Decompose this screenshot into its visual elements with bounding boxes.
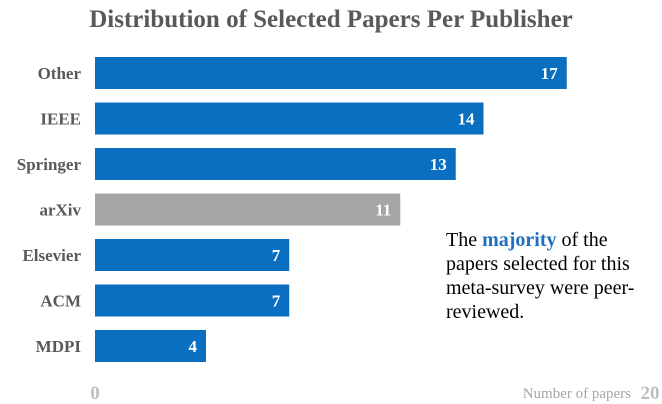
category-label-springer: Springer [17, 155, 82, 174]
bar-springer [95, 148, 456, 180]
annotation-highlight: majority [482, 229, 557, 251]
annotation-text-end: of the papers selected for this meta-sur… [446, 229, 635, 323]
value-label-ieee: 14 [458, 110, 476, 129]
chart-title: Distribution of Selected Papers Per Publ… [89, 6, 573, 33]
category-label-other: Other [38, 64, 82, 83]
category-label-elsevier: Elsevier [22, 246, 81, 265]
category-label-mdpi: MDPI [36, 337, 82, 356]
category-label-ieee: IEEE [40, 110, 81, 129]
bars-layer [95, 57, 567, 362]
annotation-text-start: The [446, 229, 483, 251]
bar-mdpi [95, 330, 206, 362]
value-label-acm: 7 [272, 292, 281, 311]
x-axis-title: Number of papers [523, 386, 631, 402]
x-axis: 0 20 Number of papers [90, 383, 659, 404]
bar-elsevier [95, 239, 290, 271]
bar-ieee [95, 102, 484, 135]
labels-layer: Other 17 IEEE 14 Springer 13 arXiv 11 Elsevier 7 A… [17, 64, 558, 356]
bar-arxiv [95, 193, 401, 226]
x-tick-label-min: 0 [90, 383, 100, 404]
category-label-acm: ACM [40, 292, 81, 311]
bar-acm [95, 284, 290, 317]
value-label-arxiv: 11 [375, 201, 391, 220]
value-label-springer: 13 [430, 155, 447, 174]
annotation-text: The majority of the papers selected for … [446, 228, 656, 324]
x-tick-label-max: 20 [641, 383, 660, 404]
value-label-other: 17 [541, 64, 559, 83]
value-label-mdpi: 4 [189, 337, 198, 356]
bar-other [95, 57, 567, 89]
value-label-elsevier: 7 [272, 246, 281, 265]
category-label-arxiv: arXiv [39, 201, 81, 220]
